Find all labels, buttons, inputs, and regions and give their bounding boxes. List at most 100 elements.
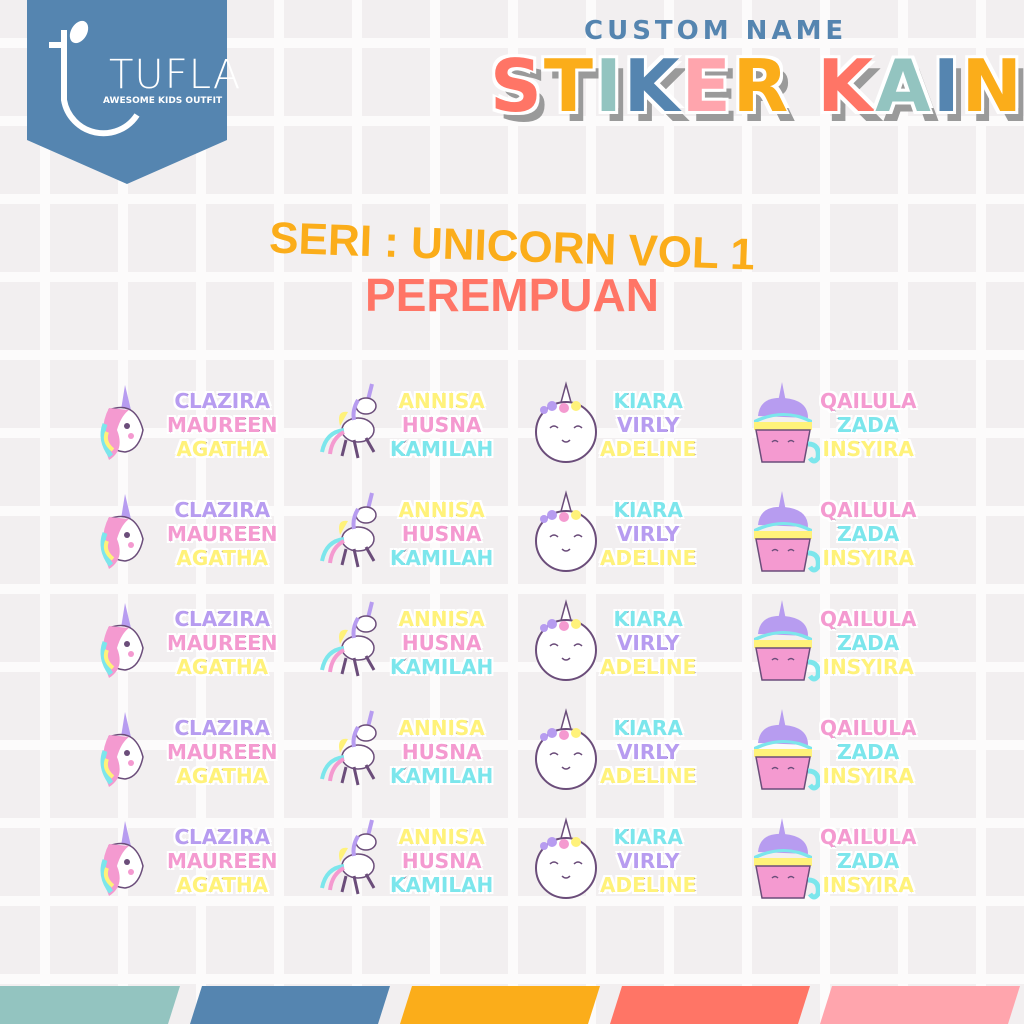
sticker-name-line: QAILULA: [819, 389, 917, 414]
title-letter: S: [490, 44, 544, 128]
pegasus-icon: [320, 601, 377, 677]
name-sticker: QAILULA ZADA INSYIRA: [748, 380, 917, 470]
name-sticker: KIARA VIRLY ADELINE: [528, 816, 697, 906]
sticker-names: CLAZIRA MAUREEN AGATHA: [166, 825, 278, 898]
sticker-name-line: ANNISA: [398, 825, 485, 850]
sticker-name-line: KIARA: [613, 607, 683, 632]
sticker-name-line: CLAZIRA: [174, 825, 271, 850]
sticker-name-line: ZADA: [837, 740, 900, 765]
title-letter: [790, 44, 817, 128]
name-sticker: QAILULA ZADA INSYIRA: [748, 707, 917, 797]
sticker-name-line: AGATHA: [176, 546, 269, 571]
unicorn-head-icon: [100, 494, 144, 569]
sticker-name-line: CLAZIRA: [174, 498, 271, 523]
title-letter: T: [543, 44, 595, 128]
brand-tagline: AWESOME KIDS OUTFIT: [103, 96, 223, 106]
sticker-names: KIARA VIRLY ADELINE: [599, 825, 697, 898]
name-sticker: ANNISA HUSNA KAMILAH: [318, 816, 494, 906]
sticker-name-line: AGATHA: [176, 655, 269, 680]
unicorn-head-icon: [100, 821, 144, 896]
pegasus-icon: [320, 492, 377, 568]
sticker-names: CLAZIRA MAUREEN AGATHA: [166, 716, 278, 789]
header-subtitle: CUSTOM NAME: [584, 16, 848, 46]
header-title: STIKER KAIN: [490, 44, 1024, 128]
sticker-names: CLAZIRA MAUREEN AGATHA: [166, 389, 277, 462]
sticker-name-line: ANNISA: [398, 716, 485, 741]
sticker-name-line: KIARA: [613, 825, 683, 850]
brand-logo: TUFLA AWESOME KIDS OUTFIT: [27, 0, 240, 184]
title-letter: A: [875, 44, 933, 128]
sticker-names: KIARA VIRLY ADELINE: [599, 607, 696, 680]
sticker-names: QAILULA ZADA INSYIRA: [819, 389, 917, 462]
pegasus-icon: [320, 819, 377, 895]
unicorn-face-icon: [535, 599, 597, 681]
sticker-name-line: INSYIRA: [822, 655, 914, 680]
sticker-name-line: ZADA: [837, 631, 900, 656]
title-letter: K: [623, 44, 682, 128]
sticker-name-line: CLAZIRA: [174, 716, 271, 741]
title-letter: R: [732, 44, 791, 128]
title-letter: I: [932, 44, 962, 128]
sticker-name-line: ANNISA: [398, 498, 485, 523]
name-sticker: QAILULA ZADA INSYIRA: [748, 816, 917, 906]
unicorn-face-icon: [535, 708, 597, 790]
sticker-name-line: QAILULA: [819, 825, 917, 850]
sticker-names: CLAZIRA MAUREEN AGATHA: [166, 498, 277, 571]
name-sticker: CLAZIRA MAUREEN AGATHA: [95, 816, 278, 906]
sticker-name-line: VIRLY: [616, 413, 680, 438]
sticker-name-line: INSYIRA: [822, 546, 914, 571]
sticker-name-line: KIARA: [613, 716, 683, 741]
unicorn-cupcake-icon: [754, 491, 820, 573]
sticker-name-line: INSYIRA: [822, 764, 914, 789]
sticker-name-line: QAILULA: [819, 498, 917, 523]
name-sticker: ANNISA HUSNA KAMILAH: [318, 707, 494, 797]
sticker-name-line: VIRLY: [616, 631, 680, 656]
unicorn-face-icon: [535, 490, 597, 572]
title-letter: K: [817, 44, 876, 128]
stripe: [820, 986, 1020, 1024]
sticker-name-line: ZADA: [837, 849, 900, 874]
sticker-name-line: HUSNA: [401, 522, 482, 547]
sticker-name-line: AGATHA: [176, 437, 269, 462]
sticker-name-line: ZADA: [837, 522, 900, 547]
sticker-name-line: QAILULA: [819, 716, 917, 741]
unicorn-head-icon: [100, 603, 144, 678]
sticker-name-line: ADELINE: [599, 437, 697, 462]
sticker-name-line: KAMILAH: [389, 873, 494, 898]
name-sticker: CLAZIRA MAUREEN AGATHA: [95, 707, 278, 797]
unicorn-cupcake-icon: [754, 818, 820, 900]
sticker-name-line: CLAZIRA: [174, 389, 271, 414]
sticker-name-line: ANNISA: [398, 389, 485, 414]
sticker-name-line: MAUREEN: [166, 631, 278, 656]
series-subtitle: PEREMPUAN: [365, 269, 659, 321]
name-sticker: ANNISA HUSNA KAMILAH: [318, 598, 494, 688]
unicorn-cupcake-icon: [754, 600, 820, 682]
sticker-names: ANNISA HUSNA KAMILAH: [389, 498, 493, 571]
sticker-name-line: MAUREEN: [166, 849, 278, 874]
sticker-name-line: VIRLY: [616, 522, 680, 547]
sticker-name-line: QAILULA: [819, 607, 917, 632]
sticker-names: KIARA VIRLY ADELINE: [599, 716, 696, 789]
unicorn-head-icon: [100, 712, 144, 787]
name-sticker: KIARA VIRLY ADELINE: [528, 598, 697, 688]
unicorn-head-icon: [100, 385, 144, 460]
sticker-name-line: KAMILAH: [389, 437, 494, 462]
sticker-name-line: KAMILAH: [389, 764, 494, 789]
name-sticker: KIARA VIRLY ADELINE: [528, 707, 697, 797]
sticker-name-line: MAUREEN: [166, 740, 278, 765]
sticker-name-line: AGATHA: [176, 764, 269, 789]
sticker-name-line: HUSNA: [401, 849, 482, 874]
name-sticker: CLAZIRA MAUREEN AGATHA: [95, 380, 278, 470]
sticker-name-line: ADELINE: [599, 873, 697, 898]
sticker-name-line: VIRLY: [616, 849, 680, 874]
unicorn-face-icon: [535, 817, 597, 899]
stripe: [0, 986, 180, 1024]
unicorn-cupcake-icon: [754, 709, 820, 791]
stripe: [610, 986, 810, 1024]
unicorn-cupcake-icon: [754, 382, 820, 464]
unicorn-face-icon: [535, 381, 597, 463]
name-sticker: CLAZIRA MAUREEN AGATHA: [95, 489, 278, 579]
title-letter: N: [961, 44, 1024, 128]
sticker-names: QAILULA ZADA INSYIRA: [819, 716, 917, 789]
